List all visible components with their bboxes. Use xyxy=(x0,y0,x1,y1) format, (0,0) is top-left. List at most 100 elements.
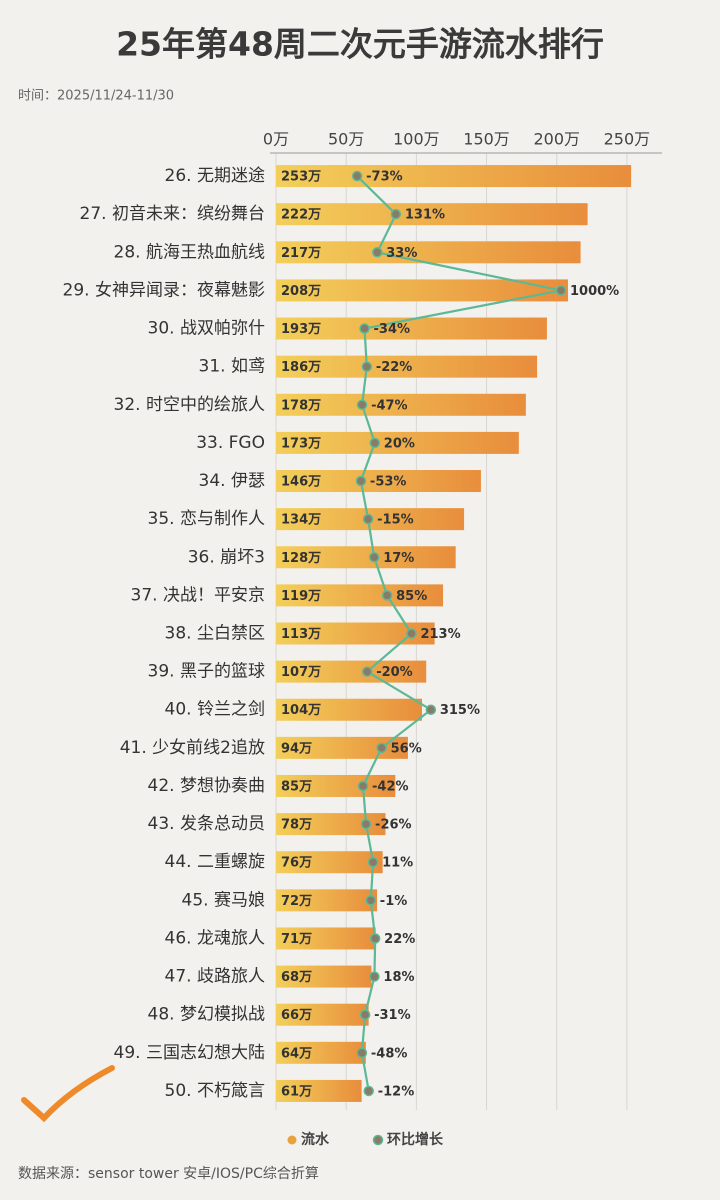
growth-label: -42% xyxy=(372,779,409,794)
growth-label: 20% xyxy=(384,436,415,451)
category-label: 34. 伊瑟 xyxy=(199,471,265,491)
value-label: 128万 xyxy=(281,551,321,566)
category-label: 43. 发条总动员 xyxy=(148,814,265,834)
growth-dot xyxy=(356,399,368,411)
growth-dot xyxy=(362,513,374,525)
growth-label: 18% xyxy=(383,970,414,985)
growth-dot xyxy=(406,628,417,639)
growth-label: -20% xyxy=(376,665,413,680)
category-label: 29. 女神异闻录：夜幕魅影 xyxy=(63,280,265,300)
growth-dot xyxy=(367,856,379,868)
x-tick-label: 250万 xyxy=(604,130,651,149)
category-label: 33. FGO xyxy=(196,433,265,453)
bar xyxy=(276,1041,366,1064)
bar xyxy=(276,355,538,378)
value-label: 217万 xyxy=(281,246,321,261)
growth-dot xyxy=(360,818,372,830)
category-label: 41. 少女前线2追放 xyxy=(120,738,265,758)
value-label: 134万 xyxy=(281,513,321,528)
legend-swatch xyxy=(372,1134,384,1146)
growth-dot xyxy=(357,780,369,792)
growth-label: -15% xyxy=(377,513,414,528)
growth-label: -47% xyxy=(371,398,408,413)
value-label: 71万 xyxy=(281,932,312,947)
value-label: 61万 xyxy=(281,1084,312,1099)
growth-label: 22% xyxy=(384,932,415,947)
category-label: 37. 决战！平安京 xyxy=(131,585,265,605)
bar xyxy=(276,431,519,454)
growth-dot xyxy=(381,590,393,601)
category-label: 28. 航海王热血航线 xyxy=(114,242,265,262)
growth-dot xyxy=(365,895,377,906)
category-label: 45. 赛马娘 xyxy=(182,889,265,910)
x-tick-label: 150万 xyxy=(463,130,510,149)
growth-dot xyxy=(369,437,381,449)
chart-title: 25年第48周二次元手游流水排行 xyxy=(116,25,604,64)
category-label: 50. 不朽箴言 xyxy=(165,1081,265,1101)
growth-dot xyxy=(369,971,380,982)
x-tick-label: 0万 xyxy=(263,130,289,149)
bar xyxy=(276,165,632,188)
value-label: 186万 xyxy=(281,360,321,375)
growth-label: 17% xyxy=(383,551,414,566)
bar xyxy=(276,851,383,874)
growth-dot xyxy=(368,552,380,563)
value-label: 222万 xyxy=(281,208,321,223)
category-label: 46. 龙魂旅人 xyxy=(165,928,265,948)
value-label: 119万 xyxy=(281,589,321,604)
value-label: 68万 xyxy=(281,970,312,985)
growth-label: -73% xyxy=(366,170,403,185)
bar xyxy=(276,317,547,340)
growth-label: 85% xyxy=(396,589,427,604)
category-label: 44. 二重螺旋 xyxy=(165,852,265,872)
value-label: 78万 xyxy=(281,818,312,833)
category-label: 49. 三国志幻想大陆 xyxy=(114,1043,265,1063)
category-label: 40. 铃兰之剑 xyxy=(165,700,265,720)
category-label: 30. 战双帕弥什 xyxy=(148,319,265,339)
check-mark xyxy=(21,1065,115,1123)
x-tick-label: 200万 xyxy=(533,130,580,149)
bar xyxy=(276,470,481,493)
value-label: 85万 xyxy=(281,779,312,794)
growth-dot xyxy=(355,475,367,487)
value-label: 76万 xyxy=(281,856,312,871)
growth-dot xyxy=(390,208,402,220)
value-label: 113万 xyxy=(281,627,321,642)
bar xyxy=(276,1003,369,1026)
growth-dot xyxy=(359,323,370,334)
growth-dot xyxy=(361,666,373,677)
subtitle: 时间：2025/11/24-11/30 xyxy=(18,89,174,104)
bar xyxy=(276,393,526,416)
bar xyxy=(276,241,581,264)
growth-dot xyxy=(359,1009,371,1020)
growth-label: 315% xyxy=(440,703,480,718)
growth-label: -1% xyxy=(380,894,407,909)
growth-label: 131% xyxy=(405,208,445,223)
growth-label: 11% xyxy=(382,856,413,871)
growth-dot xyxy=(361,361,373,372)
category-label: 48. 梦幻模拟战 xyxy=(148,1005,265,1025)
value-label: 146万 xyxy=(281,475,321,490)
category-label: 36. 崩坏3 xyxy=(188,547,265,567)
bar xyxy=(276,660,427,683)
value-label: 208万 xyxy=(281,284,321,299)
value-label: 178万 xyxy=(281,398,321,413)
bar xyxy=(276,1079,362,1102)
growth-label: 1000% xyxy=(570,284,619,299)
growth-dot xyxy=(425,704,437,715)
legend-swatch xyxy=(287,1135,297,1145)
category-label: 32. 时空中的绘旅人 xyxy=(114,395,265,415)
legend-label: 环比增长 xyxy=(387,1131,444,1148)
bar xyxy=(276,546,456,569)
value-label: 64万 xyxy=(281,1046,312,1061)
legend-label: 流水 xyxy=(301,1131,330,1148)
category-label: 27. 初音未来：缤纷舞台 xyxy=(80,204,265,224)
growth-label: -48% xyxy=(371,1046,408,1061)
growth-label: 33% xyxy=(386,246,417,261)
growth-label: -53% xyxy=(370,475,407,490)
category-label: 47. 歧路旅人 xyxy=(165,967,265,987)
category-label: 39. 黑子的篮球 xyxy=(148,662,265,682)
growth-label: -22% xyxy=(376,360,413,375)
